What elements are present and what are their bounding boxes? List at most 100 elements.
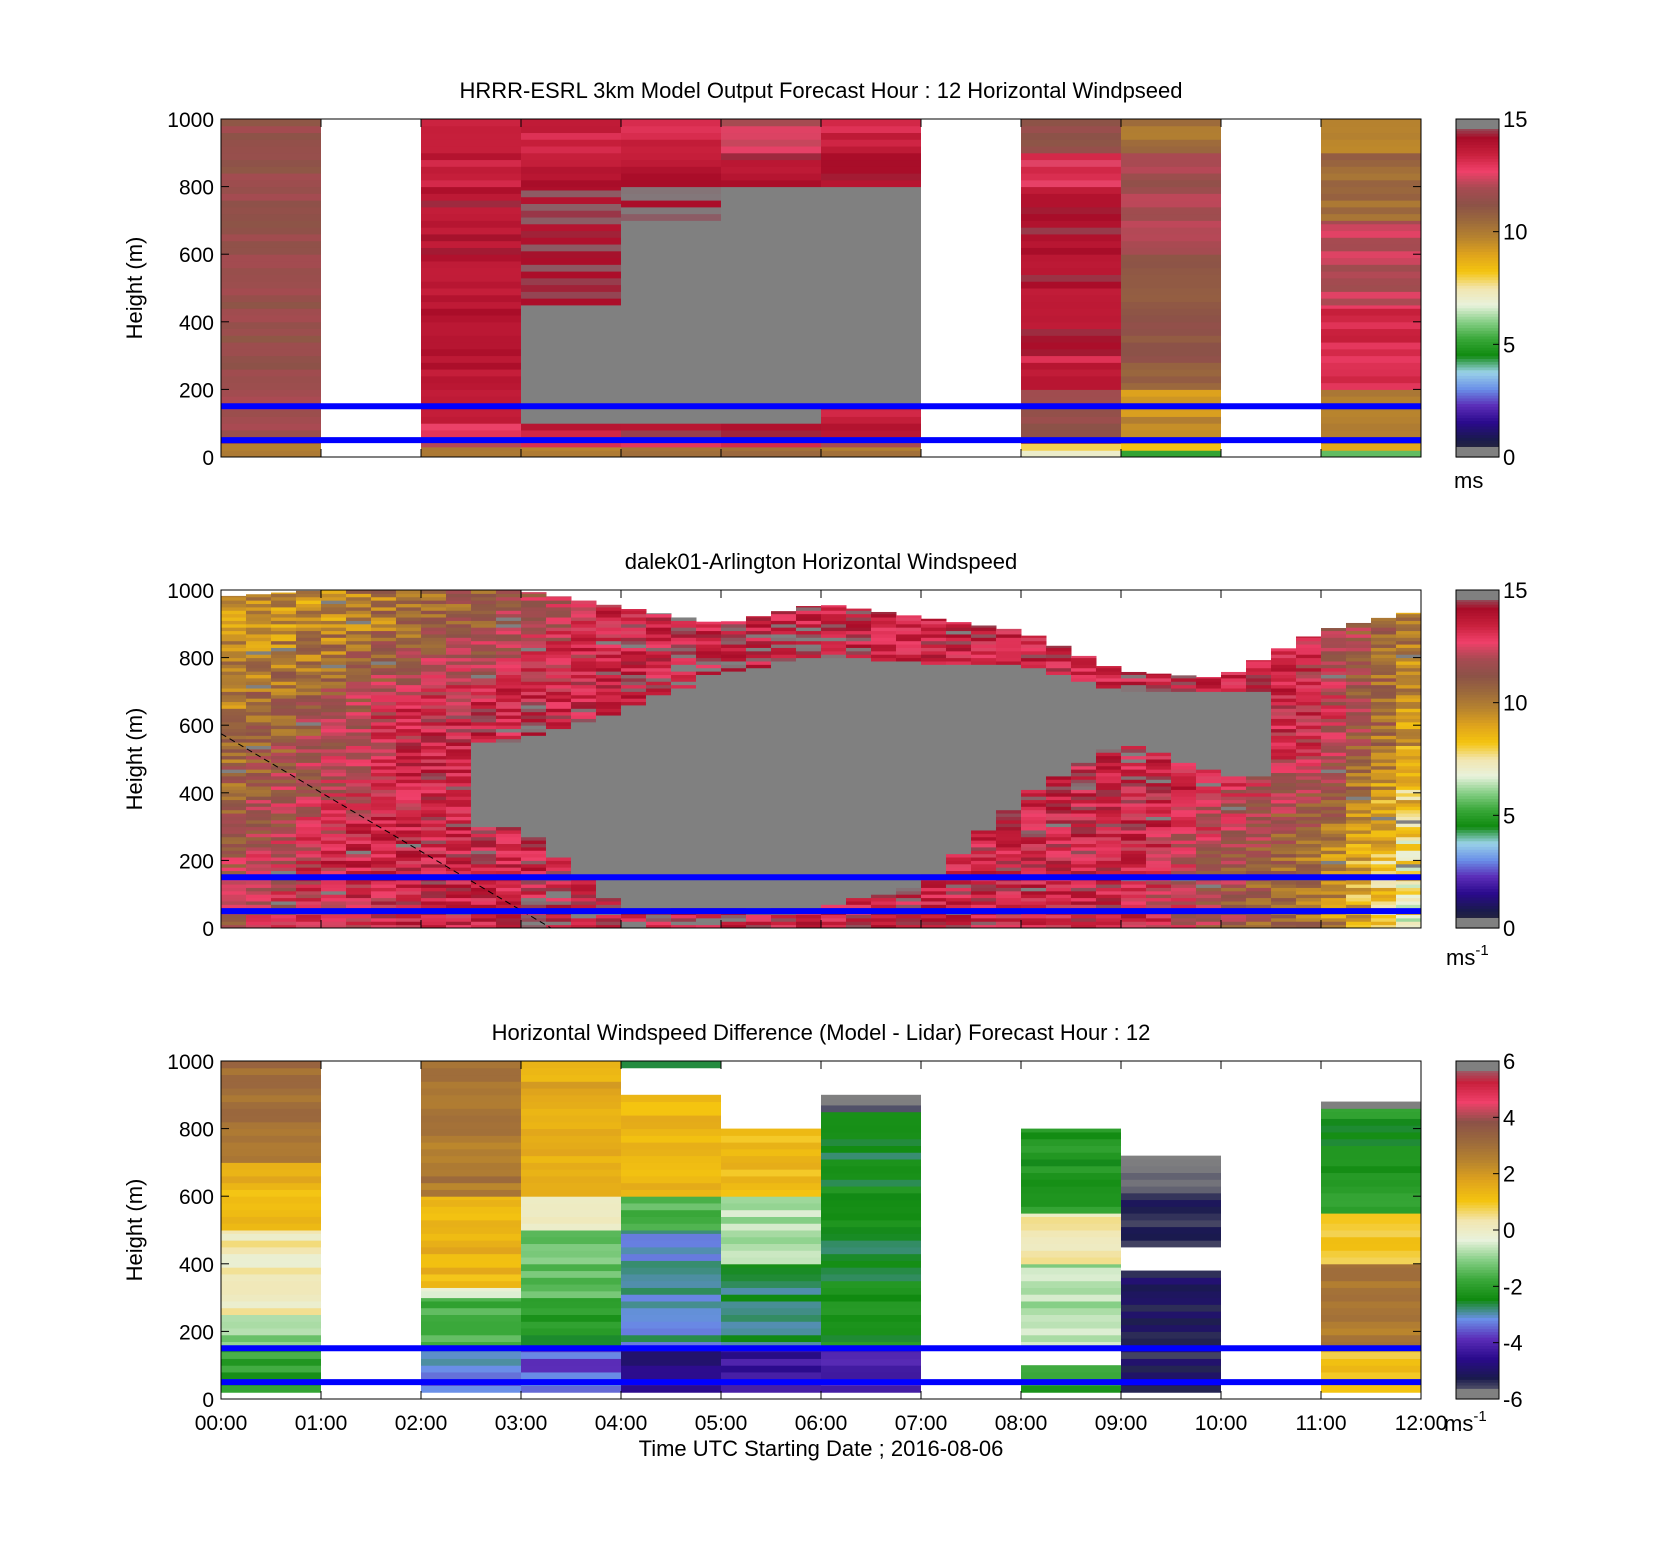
heatmap-cell <box>1271 718 1297 723</box>
heatmap-cell <box>371 640 397 645</box>
heatmap-cell <box>296 610 322 615</box>
heatmap-cell <box>271 596 297 601</box>
heatmap-cell <box>721 227 821 235</box>
heatmap-cell <box>496 792 522 797</box>
heatmap-cell <box>1021 799 1047 804</box>
heatmap-cell <box>346 789 372 794</box>
heatmap-cell <box>571 782 597 787</box>
heatmap-cell <box>1121 762 1147 767</box>
heatmap-cell <box>871 772 897 777</box>
heatmap-cell <box>446 633 472 638</box>
heatmap-cell <box>1071 826 1097 831</box>
heatmap-cell <box>621 375 721 384</box>
heatmap-cell <box>596 637 622 642</box>
heatmap-cell <box>1346 833 1372 838</box>
heatmap-cell <box>396 755 422 760</box>
heatmap-cell <box>821 779 847 784</box>
heatmap-cell <box>471 745 497 750</box>
heatmap-cell <box>1021 637 1047 642</box>
heatmap-cell <box>446 725 472 730</box>
heatmap-cell <box>721 782 747 787</box>
heatmap-cell <box>496 613 522 618</box>
heatmap-cell <box>1196 924 1222 929</box>
heatmap-cell <box>1121 389 1221 397</box>
heatmap-cell <box>321 789 347 794</box>
heatmap-cell <box>796 704 822 709</box>
heatmap-cell <box>1021 213 1121 221</box>
heatmap-cell <box>1171 857 1197 861</box>
heatmap-cell <box>546 715 572 719</box>
heatmap-cell <box>496 762 522 767</box>
heatmap-cell <box>321 813 347 817</box>
heatmap-cell <box>1321 792 1347 797</box>
heatmap-cell <box>871 694 897 699</box>
heatmap-cell <box>771 681 797 686</box>
heatmap-cell <box>471 914 497 919</box>
heatmap-cell <box>496 850 522 855</box>
heatmap-cell <box>1271 775 1297 780</box>
heatmap-cell <box>346 660 372 665</box>
colorbar-swatch <box>1456 347 1499 351</box>
heatmap-cell <box>571 890 597 895</box>
heatmap-cell <box>721 694 747 699</box>
heatmap-cell <box>1171 853 1197 858</box>
panel-model-colorbar-frame <box>1455 118 1500 458</box>
heatmap-cell <box>1046 846 1072 851</box>
heatmap-cell <box>1396 813 1422 817</box>
heatmap-cell <box>321 802 347 807</box>
heatmap-cell <box>471 715 497 719</box>
heatmap-cell <box>996 698 1022 703</box>
heatmap-cell <box>696 850 722 855</box>
heatmap-cell <box>471 650 497 655</box>
heatmap-cell <box>271 620 297 625</box>
heatmap-cell <box>521 429 621 438</box>
heatmap-cell <box>421 748 447 753</box>
heatmap-cell <box>521 166 621 174</box>
heatmap-cell <box>1171 880 1197 885</box>
heatmap-cell <box>971 630 997 635</box>
heatmap-cell <box>1396 796 1422 801</box>
heatmap-cell <box>821 846 847 851</box>
heatmap-cell <box>721 809 747 814</box>
heatmap-cell <box>846 833 872 838</box>
heatmap-cell <box>796 786 822 790</box>
heatmap-cell <box>496 718 522 723</box>
heatmap-cell <box>746 725 772 730</box>
heatmap-cell <box>896 786 922 790</box>
heatmap-cell <box>721 718 747 723</box>
heatmap-cell <box>996 633 1022 638</box>
heatmap-cell <box>346 843 372 848</box>
heatmap-cell <box>596 633 622 638</box>
heatmap-cell <box>221 200 321 208</box>
heatmap-cell <box>296 863 322 868</box>
heatmap-cell <box>546 840 572 844</box>
heatmap-cell <box>546 711 572 716</box>
heatmap-cell <box>446 826 472 831</box>
heatmap-cell <box>821 691 847 696</box>
heatmap-cell <box>221 660 247 665</box>
heatmap-cell <box>1346 816 1372 821</box>
heatmap-cell <box>996 846 1022 851</box>
heatmap-cell <box>646 677 672 682</box>
heatmap-cell <box>446 644 472 648</box>
heatmap-cell <box>1146 836 1172 841</box>
heatmap-cell <box>1146 900 1172 905</box>
heatmap-cell <box>871 894 897 899</box>
heatmap-cell <box>846 799 872 804</box>
heatmap-cell <box>496 731 522 736</box>
heatmap-cell <box>321 755 347 760</box>
heatmap-cell <box>271 681 297 686</box>
heatmap-cell <box>571 829 597 834</box>
heatmap-cell <box>1121 765 1147 770</box>
heatmap-cell <box>221 884 247 888</box>
heatmap-cell <box>1071 691 1097 696</box>
heatmap-cell <box>1121 823 1147 828</box>
heatmap-cell <box>696 809 722 814</box>
heatmap-cell <box>496 735 522 740</box>
heatmap-cell <box>546 880 572 885</box>
heatmap-cell <box>446 816 472 821</box>
heatmap-cell <box>1371 887 1397 892</box>
colorbar-swatch <box>1456 254 1499 258</box>
heatmap-cell <box>596 772 622 777</box>
heatmap-cell <box>396 914 422 919</box>
